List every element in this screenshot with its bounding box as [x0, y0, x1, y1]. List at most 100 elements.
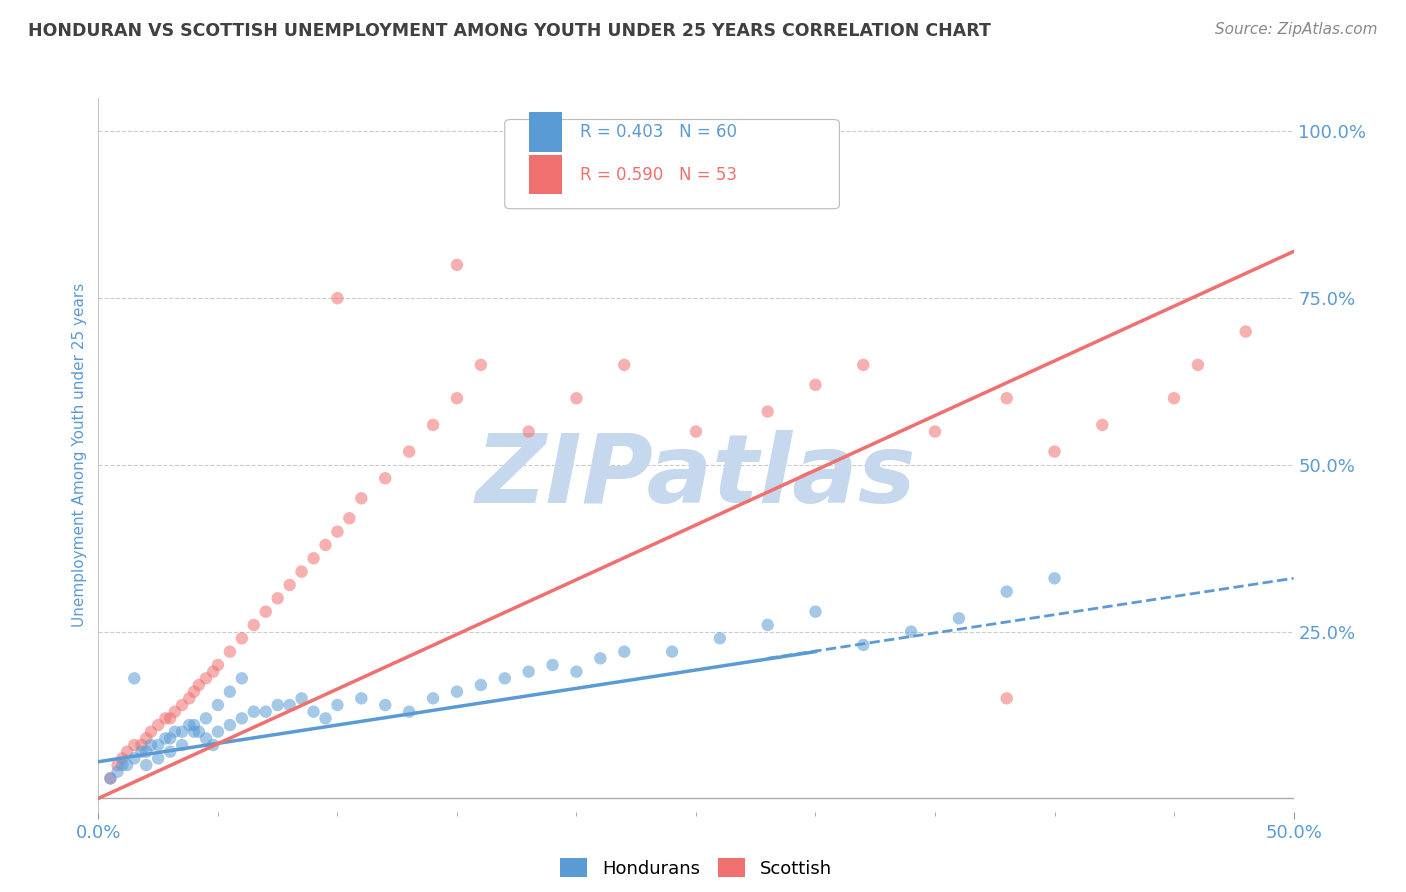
Point — [111, 758, 134, 772]
Point — [243, 705, 266, 719]
Point — [135, 745, 157, 759]
Point — [494, 671, 516, 685]
Point — [278, 698, 301, 712]
Point — [207, 658, 229, 673]
Point — [1187, 358, 1209, 372]
Point — [350, 691, 373, 706]
FancyBboxPatch shape — [529, 155, 562, 194]
Point — [398, 705, 420, 719]
Point — [900, 624, 922, 639]
Point — [194, 711, 217, 725]
Point — [231, 632, 253, 646]
Point — [163, 724, 186, 739]
Legend: Hondurans, Scottish: Hondurans, Scottish — [553, 851, 839, 885]
Point — [254, 705, 277, 719]
Point — [924, 425, 946, 439]
Point — [517, 425, 540, 439]
Point — [565, 391, 588, 405]
Point — [613, 645, 636, 659]
FancyBboxPatch shape — [505, 120, 839, 209]
Text: Source: ZipAtlas.com: Source: ZipAtlas.com — [1215, 22, 1378, 37]
Point — [107, 758, 129, 772]
Point — [565, 665, 588, 679]
Point — [107, 764, 129, 779]
Point — [337, 511, 360, 525]
Point — [179, 691, 201, 706]
Point — [148, 738, 170, 752]
Point — [194, 671, 217, 685]
Point — [589, 651, 612, 665]
Point — [315, 538, 337, 552]
Point — [159, 745, 181, 759]
Point — [756, 618, 779, 632]
Point — [183, 724, 205, 739]
Point — [183, 718, 205, 732]
Point — [219, 684, 242, 698]
Text: HONDURAN VS SCOTTISH UNEMPLOYMENT AMONG YOUTH UNDER 25 YEARS CORRELATION CHART: HONDURAN VS SCOTTISH UNEMPLOYMENT AMONG … — [28, 22, 991, 40]
Point — [290, 691, 312, 706]
Point — [541, 658, 564, 673]
Point — [422, 417, 444, 432]
Point — [124, 671, 146, 685]
Point — [1163, 391, 1185, 405]
Point — [326, 524, 349, 539]
Point — [98, 772, 122, 786]
Point — [148, 751, 170, 765]
Point — [194, 731, 217, 746]
FancyBboxPatch shape — [529, 112, 562, 152]
Point — [267, 591, 290, 606]
Point — [709, 632, 731, 646]
Point — [135, 758, 157, 772]
Point — [756, 404, 779, 418]
Point — [219, 645, 242, 659]
Point — [135, 731, 157, 746]
Point — [326, 291, 349, 305]
Point — [446, 258, 468, 272]
Point — [852, 638, 875, 652]
Point — [661, 645, 683, 659]
Point — [139, 724, 162, 739]
Point — [115, 745, 138, 759]
Point — [254, 605, 277, 619]
Point — [804, 377, 827, 392]
Point — [995, 584, 1018, 599]
Point — [207, 724, 229, 739]
Point — [187, 724, 209, 739]
Point — [163, 705, 186, 719]
Point — [446, 684, 468, 698]
Point — [115, 758, 138, 772]
Point — [685, 425, 707, 439]
Point — [231, 671, 253, 685]
Text: R = 0.403   N = 60: R = 0.403 N = 60 — [581, 123, 737, 141]
Point — [267, 698, 290, 712]
Point — [804, 605, 827, 619]
Point — [131, 738, 153, 752]
Point — [995, 691, 1018, 706]
Point — [179, 718, 201, 732]
Point — [374, 471, 396, 485]
Point — [1091, 417, 1114, 432]
Point — [302, 705, 325, 719]
Point — [852, 358, 875, 372]
Point — [98, 772, 122, 786]
Point — [124, 751, 146, 765]
Point — [470, 358, 492, 372]
Point — [422, 691, 444, 706]
Point — [326, 698, 349, 712]
Point — [517, 665, 540, 679]
Point — [172, 724, 194, 739]
Point — [231, 711, 253, 725]
Point — [219, 718, 242, 732]
Point — [148, 718, 170, 732]
Point — [243, 618, 266, 632]
Point — [1043, 444, 1066, 458]
Point — [278, 578, 301, 592]
Point — [202, 738, 225, 752]
Point — [207, 698, 229, 712]
Point — [202, 665, 225, 679]
Point — [350, 491, 373, 506]
Point — [948, 611, 970, 625]
Point — [613, 358, 636, 372]
Point — [995, 391, 1018, 405]
Point — [131, 745, 153, 759]
